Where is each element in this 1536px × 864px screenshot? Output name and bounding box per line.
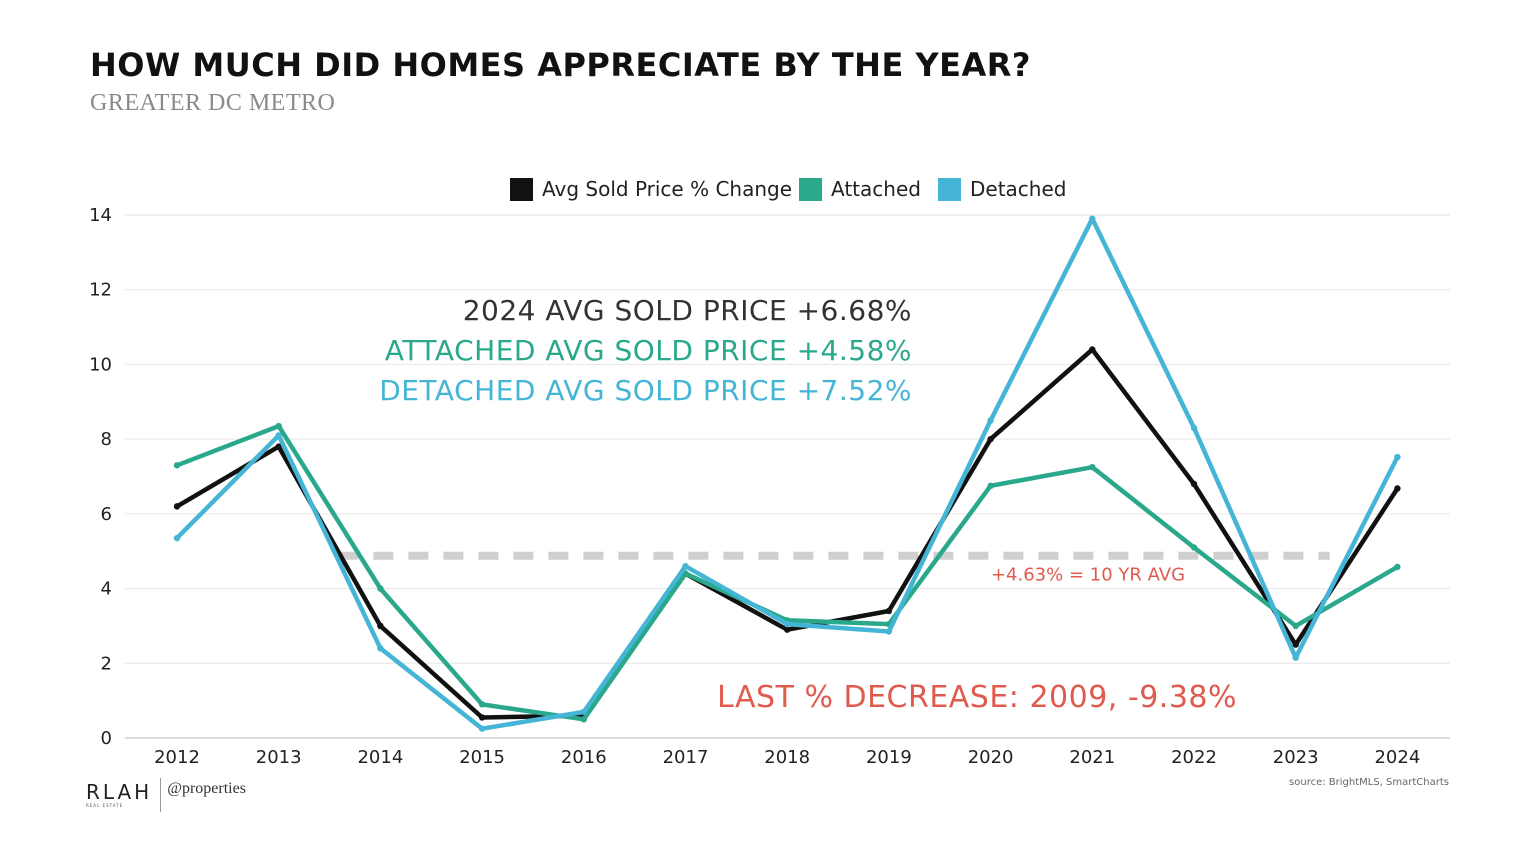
x-tick-label: 2018: [764, 747, 810, 768]
data-point: [275, 432, 282, 439]
data-point: [1394, 485, 1401, 492]
data-point: [173, 503, 181, 510]
data-point: [885, 607, 893, 615]
y-tick-label: 10: [89, 354, 112, 375]
legend-swatch: [510, 178, 533, 201]
brand-divider: [160, 778, 162, 812]
data-point: [784, 626, 791, 633]
y-tick-label: 8: [101, 429, 112, 450]
annotation-text: ATTACHED AVG SOLD PRICE +4.58%: [385, 334, 912, 367]
data-point: [580, 716, 587, 723]
annotation-text: LAST % DECREASE: 2009, -9.38%: [717, 680, 1237, 715]
data-point: [987, 482, 994, 490]
y-tick-label: 14: [89, 205, 112, 226]
data-point: [987, 435, 994, 443]
data-point: [377, 645, 384, 652]
x-tick-label: 2014: [357, 747, 403, 768]
data-point: [275, 443, 282, 450]
data-point: [885, 628, 893, 635]
rlah-logo-name: RLAH: [86, 780, 153, 804]
x-tick-label: 2022: [1171, 747, 1217, 768]
x-tick-label: 2020: [968, 747, 1014, 768]
brand-logo: RLAH REAL ESTATE @properties: [86, 778, 246, 812]
data-point: [1292, 622, 1299, 630]
data-point: [173, 534, 181, 542]
data-point: [1292, 654, 1299, 661]
y-tick-label: 2: [101, 653, 112, 674]
legend-label: Attached: [831, 177, 921, 201]
x-tick-label: 2019: [866, 747, 912, 768]
x-tick-label: 2017: [663, 747, 709, 768]
x-tick-label: 2016: [561, 747, 607, 768]
data-point: [478, 701, 486, 708]
annotation-text: 2024 AVG SOLD PRICE +6.68%: [463, 294, 912, 327]
data-point: [1089, 463, 1096, 471]
data-point: [1190, 480, 1198, 488]
x-tick-label: 2024: [1374, 747, 1420, 768]
x-tick-label: 2012: [154, 747, 200, 768]
data-point: [173, 462, 181, 469]
y-tick-label: 4: [101, 579, 112, 600]
legend-label: Avg Sold Price % Change: [542, 177, 792, 201]
properties-logo: @properties: [167, 780, 246, 797]
y-tick-label: 0: [101, 728, 112, 749]
data-point: [478, 725, 486, 732]
data-point: [1394, 563, 1401, 571]
data-point: [987, 417, 994, 424]
legend-label: Detached: [970, 177, 1066, 201]
rlah-logo-subtitle: REAL ESTATE: [86, 803, 124, 808]
rlah-logo: RLAH REAL ESTATE: [86, 781, 152, 809]
x-tick-label: 2021: [1069, 747, 1115, 768]
y-tick-label: 12: [89, 280, 112, 301]
legend-swatch: [938, 178, 961, 201]
data-point: [1089, 346, 1096, 353]
data-point: [377, 622, 384, 630]
source-note: source: BrightMLS, SmartCharts: [1289, 777, 1449, 788]
chart-title: HOW MUCH DID HOMES APPRECIATE BY THE YEA…: [90, 46, 1031, 84]
data-point: [1394, 453, 1401, 461]
data-point: [1292, 641, 1299, 648]
annotation-text: DETACHED AVG SOLD PRICE +7.52%: [379, 374, 912, 407]
x-tick-label: 2013: [256, 747, 302, 768]
x-tick-label: 2023: [1273, 747, 1319, 768]
data-point: [275, 422, 282, 430]
data-point: [784, 620, 791, 628]
data-point: [377, 585, 384, 592]
legend-swatch: [799, 178, 822, 201]
chart-subtitle: GREATER DC METRO: [90, 90, 336, 116]
data-point: [1190, 544, 1198, 551]
data-point: [580, 708, 587, 716]
x-tick-label: 2015: [459, 747, 505, 768]
data-point: [1089, 215, 1096, 222]
data-point: [682, 562, 689, 570]
y-tick-label: 6: [101, 504, 112, 525]
ten-year-average-label: +4.63% = 10 YR AVG: [991, 565, 1185, 586]
data-point: [1190, 424, 1198, 432]
data-point: [478, 714, 486, 721]
